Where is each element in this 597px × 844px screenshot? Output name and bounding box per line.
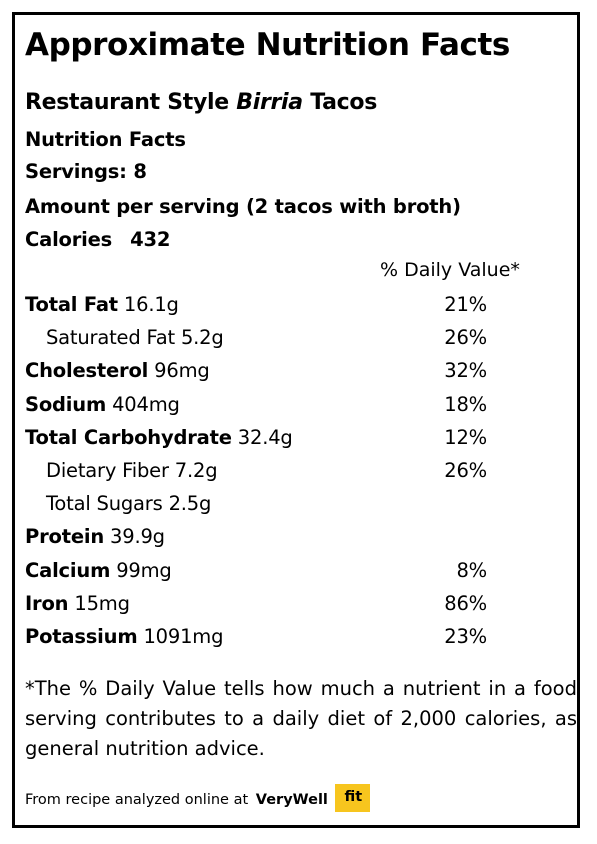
nutrient-name: Total Fat 16.1g: [25, 293, 179, 316]
nutrient-row: Calcium 99mg 8%: [25, 556, 495, 586]
nutrient-row: Dietary Fiber 7.2g 26%: [25, 456, 495, 486]
nutrient-name: Iron 15mg: [25, 592, 130, 615]
nutrient-label: Iron: [25, 591, 69, 615]
nutrient-row: Total Carbohydrate 32.4g 12%: [25, 423, 495, 453]
nutrient-label: Protein: [25, 525, 105, 549]
recipe-name: Restaurant Style Birria Tacos: [25, 88, 377, 118]
nutrient-label: Cholesterol: [25, 359, 149, 383]
nutrient-amount: 39.9g: [104, 525, 165, 549]
nutrient-name: Calcium 99mg: [25, 559, 172, 582]
nutrient-name: Protein 39.9g: [25, 525, 165, 548]
brand-name: VeryWell: [255, 792, 328, 808]
nutrient-name: Sodium 404mg: [25, 393, 180, 416]
nutrient-row: Potassium 1091mg 23%: [25, 622, 495, 652]
nutrition-label-card: [12, 12, 580, 828]
nutrient-name: Potassium 1091mg: [25, 625, 223, 648]
nutrient-label: Total Carbohydrate: [25, 425, 232, 449]
source-credit: From recipe analyzed online at VeryWell …: [25, 784, 371, 815]
nutrient-daily-value: 86%: [444, 591, 487, 615]
nutrient-amount: 1091mg: [137, 625, 224, 648]
nutrient-row: Protein 39.9g: [25, 522, 495, 552]
nutrient-label: Potassium: [25, 625, 138, 648]
calories-label: Calories: [25, 228, 113, 251]
nutrient-row: Saturated Fat 5.2g 26%: [25, 323, 495, 353]
nutrient-daily-value: 23%: [444, 625, 487, 648]
nutrient-daily-value: 32%: [444, 359, 487, 383]
nutrient-row: Iron 15mg 86%: [25, 589, 495, 619]
recipe-name-suffix: Tacos: [302, 90, 377, 115]
calories-line: Calories 432: [25, 226, 170, 254]
nutrient-amount: 99mg: [110, 558, 172, 582]
page-title: Approximate Nutrition Facts: [25, 27, 510, 63]
nutrient-row: Total Fat 16.1g 21%: [25, 290, 495, 320]
nutrient-daily-value: 12%: [444, 425, 487, 449]
nutrient-name: Saturated Fat 5.2g: [25, 326, 224, 349]
source-text: From recipe analyzed online at: [25, 792, 249, 808]
nutrient-name: Total Carbohydrate 32.4g: [25, 426, 293, 449]
nutrient-daily-value: 21%: [444, 293, 487, 316]
servings-label: Servings: 8: [25, 160, 147, 183]
nutrient-row: Total Sugars 2.5g: [25, 489, 495, 519]
nutrient-label: Sodium: [25, 392, 107, 416]
daily-value-header: % Daily Value*: [380, 259, 520, 281]
recipe-name-prefix: Restaurant Style: [25, 90, 237, 115]
nutrient-name: Cholesterol 96mg: [25, 359, 210, 382]
nutrient-amount: 96mg: [148, 359, 210, 383]
nutrient-amount: 16.1g: [117, 293, 179, 316]
nutrition-facts-heading: Nutrition Facts: [25, 128, 186, 151]
nutrient-daily-value: 18%: [444, 392, 487, 416]
daily-value-footnote: *The % Daily Value tells how much a nutr…: [25, 677, 577, 760]
nutrient-label: Total Fat: [25, 293, 118, 316]
nutrient-amount: 15mg: [68, 591, 130, 615]
verywell-fit-logo: fit: [334, 784, 371, 812]
nutrient-name: Total Sugars 2.5g: [25, 492, 211, 515]
nutrient-label: Saturated Fat 5.2g: [46, 326, 224, 350]
nutrient-label: Total Sugars 2.5g: [46, 492, 212, 516]
nutrient-daily-value: 26%: [444, 326, 487, 350]
nutrient-label: Calcium: [25, 558, 111, 582]
nutrient-row: Sodium 404mg 18%: [25, 390, 495, 420]
nutrient-amount: 32.4g: [231, 425, 293, 449]
nutrient-daily-value: 8%: [456, 558, 487, 582]
calories-value: 432: [130, 228, 171, 251]
amount-per-serving: Amount per serving (2 tacos with broth): [25, 195, 461, 218]
nutrient-label: Dietary Fiber 7.2g: [46, 459, 218, 482]
nutrient-daily-value: 26%: [444, 459, 487, 482]
recipe-name-italic: Birria: [236, 90, 303, 115]
nutrient-amount: 404mg: [106, 392, 180, 416]
nutrient-row: Cholesterol 96mg 32%: [25, 356, 495, 386]
nutrient-name: Dietary Fiber 7.2g: [25, 459, 218, 482]
